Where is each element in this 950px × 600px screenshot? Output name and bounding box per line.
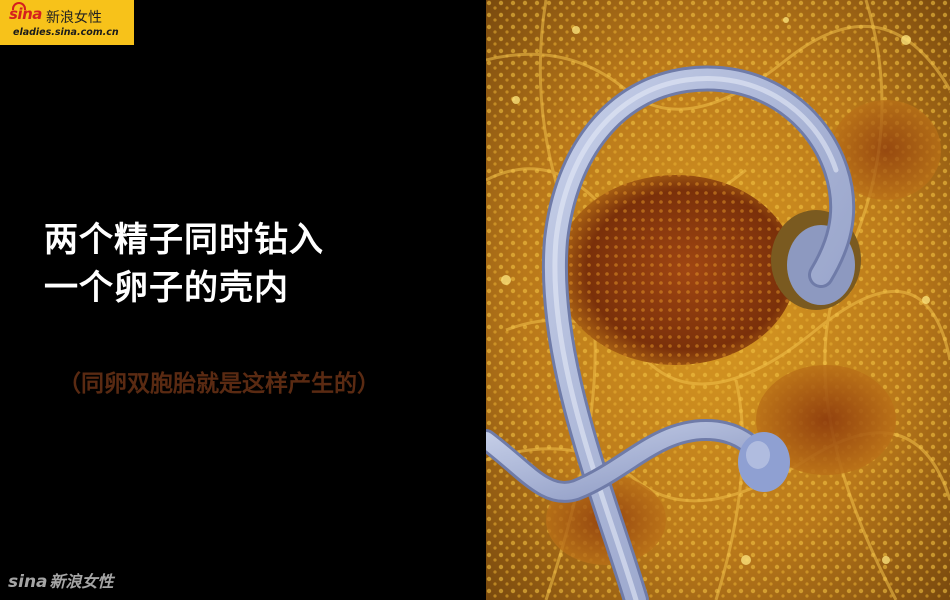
logo-brand: sina [9,5,42,23]
watermark-brand: sina [8,572,48,592]
sina-eye-icon [12,2,26,10]
sperm-tail-2 [486,421,774,500]
left-text-panel: sina 新浪女性 eladies.sina.com.cn 两个精子同时钻入 一… [0,0,380,592]
headline: 两个精子同时钻入 一个卵子的壳内 [44,216,324,312]
logo-url: eladies.sina.com.cn [13,27,119,38]
headline-line-1: 两个精子同时钻入 [44,220,324,260]
egg-sperm-illustration [486,0,950,600]
microscope-photo [486,0,950,600]
watermark: sina 新浪女性 [8,568,114,592]
subline-caption: （同卵双胞胎就是这样产生的） [58,371,380,397]
headline-line-2: 一个卵子的壳内 [44,268,289,308]
sina-logo-badge[interactable]: sina 新浪女性 eladies.sina.com.cn [0,0,134,45]
watermark-name: 新浪女性 [49,572,114,591]
logo-name: 新浪女性 [46,10,102,26]
